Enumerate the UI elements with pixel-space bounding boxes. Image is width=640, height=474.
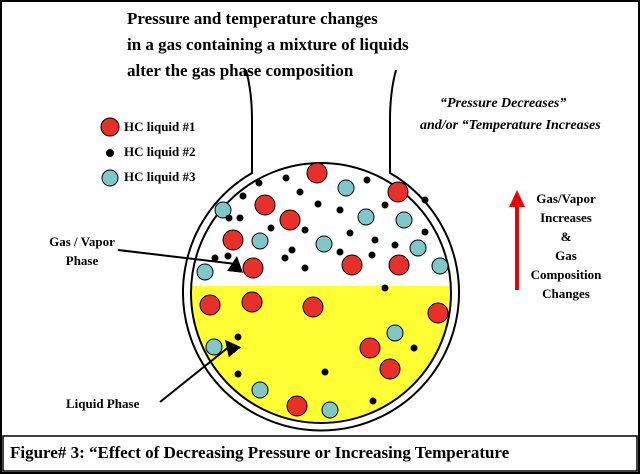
hc1-particle	[341, 254, 363, 276]
flask-wall	[190, 162, 452, 424]
hc2-particle	[239, 192, 247, 200]
hc1-particle	[302, 296, 324, 318]
hc1-particle	[279, 209, 301, 231]
liquid-arrow	[159, 339, 242, 403]
hc1-particle	[387, 181, 409, 203]
hc2-particle	[336, 248, 344, 256]
hc3-particle	[315, 235, 333, 253]
hc1-particle	[388, 254, 410, 276]
hc2-particle	[381, 284, 389, 292]
hc1-particle	[254, 194, 276, 216]
hc2-particle	[267, 224, 275, 232]
hc3-particle	[205, 338, 223, 356]
particles	[196, 162, 449, 419]
legend-cyan	[101, 169, 119, 187]
hc2-particle	[234, 333, 242, 341]
hc2-particle	[288, 246, 296, 254]
gas-label: Phase	[66, 253, 99, 268]
hc2-particle	[281, 254, 289, 262]
hc2-particle	[363, 176, 371, 184]
hc2-particle	[236, 214, 244, 222]
effect-line: Increases	[540, 210, 592, 225]
liquid-label: Liquid Phase	[66, 396, 140, 411]
hc2-particle	[381, 201, 389, 209]
hc2-particle	[410, 344, 418, 352]
effect-line: &	[561, 229, 572, 244]
hc1-particle	[286, 395, 308, 417]
hc1-particle	[241, 291, 263, 313]
hc2-particle	[282, 174, 290, 182]
gas-label: Gas / Vapor	[49, 234, 115, 249]
hc3-particle	[251, 381, 269, 399]
hc2-particle	[211, 254, 219, 262]
hc3-particle	[395, 211, 413, 229]
hc2-particle	[336, 206, 344, 214]
hc3-particle	[409, 239, 427, 257]
condition-line: and/or “Temperature Increases	[420, 118, 601, 133]
legend-label: HC liquid #2	[124, 144, 196, 159]
hc1-particle	[242, 257, 264, 279]
condition-line: “Pressure Decreases”	[440, 96, 566, 111]
hc1-particle	[379, 358, 401, 380]
legend-red	[100, 117, 120, 137]
legend-label: HC liquid #3	[124, 169, 196, 184]
hc1-particle	[222, 229, 244, 251]
hc2-particle	[314, 200, 322, 208]
effect-line: Changes	[542, 286, 590, 301]
hc3-particle	[386, 324, 404, 342]
effect-line: Gas/Vapor	[536, 191, 596, 206]
effect-line: Gas	[555, 248, 577, 263]
hc2-particle	[296, 188, 304, 196]
title-line: Pressure and temperature changes	[127, 9, 378, 28]
hc1-particle	[427, 302, 449, 324]
effect-arrowhead	[509, 190, 525, 207]
legend-label: HC liquid #1	[124, 119, 196, 134]
legend-black	[106, 149, 114, 157]
hc2-particle	[369, 397, 377, 405]
hc3-particle	[337, 179, 355, 197]
hc3-particle	[357, 208, 375, 226]
hc2-particle	[391, 241, 399, 249]
hc2-particle	[301, 226, 309, 234]
hc2-particle	[421, 196, 429, 204]
hc2-particle	[371, 236, 379, 244]
effect-line: Composition	[531, 267, 603, 282]
hc3-particle	[214, 201, 232, 219]
hc1-particle	[359, 337, 381, 359]
hc2-particle	[321, 368, 329, 376]
hc3-particle	[321, 401, 339, 419]
hc2-particle	[421, 228, 429, 236]
hc3-particle	[251, 232, 269, 250]
hc1-particle	[199, 294, 221, 316]
hc3-particle	[431, 257, 449, 275]
caption-box	[2, 435, 638, 472]
title-line: in a gas containing a mixture of liquids	[127, 35, 409, 54]
hc2-particle	[225, 214, 233, 222]
title-line: alter the gas phase composition	[127, 61, 354, 80]
hc2-particle	[346, 229, 354, 237]
hc1-particle	[306, 162, 328, 184]
caption: Figure# 3: “Effect of Decreasing Pressur…	[10, 443, 510, 462]
hc2-particle	[301, 264, 309, 272]
hc2-particle	[234, 370, 242, 378]
gas-arrow	[117, 249, 244, 273]
hc3-particle	[196, 263, 214, 281]
hc2-particle	[224, 252, 232, 260]
hc2-particle	[255, 179, 263, 187]
hc2-particle	[368, 251, 376, 259]
